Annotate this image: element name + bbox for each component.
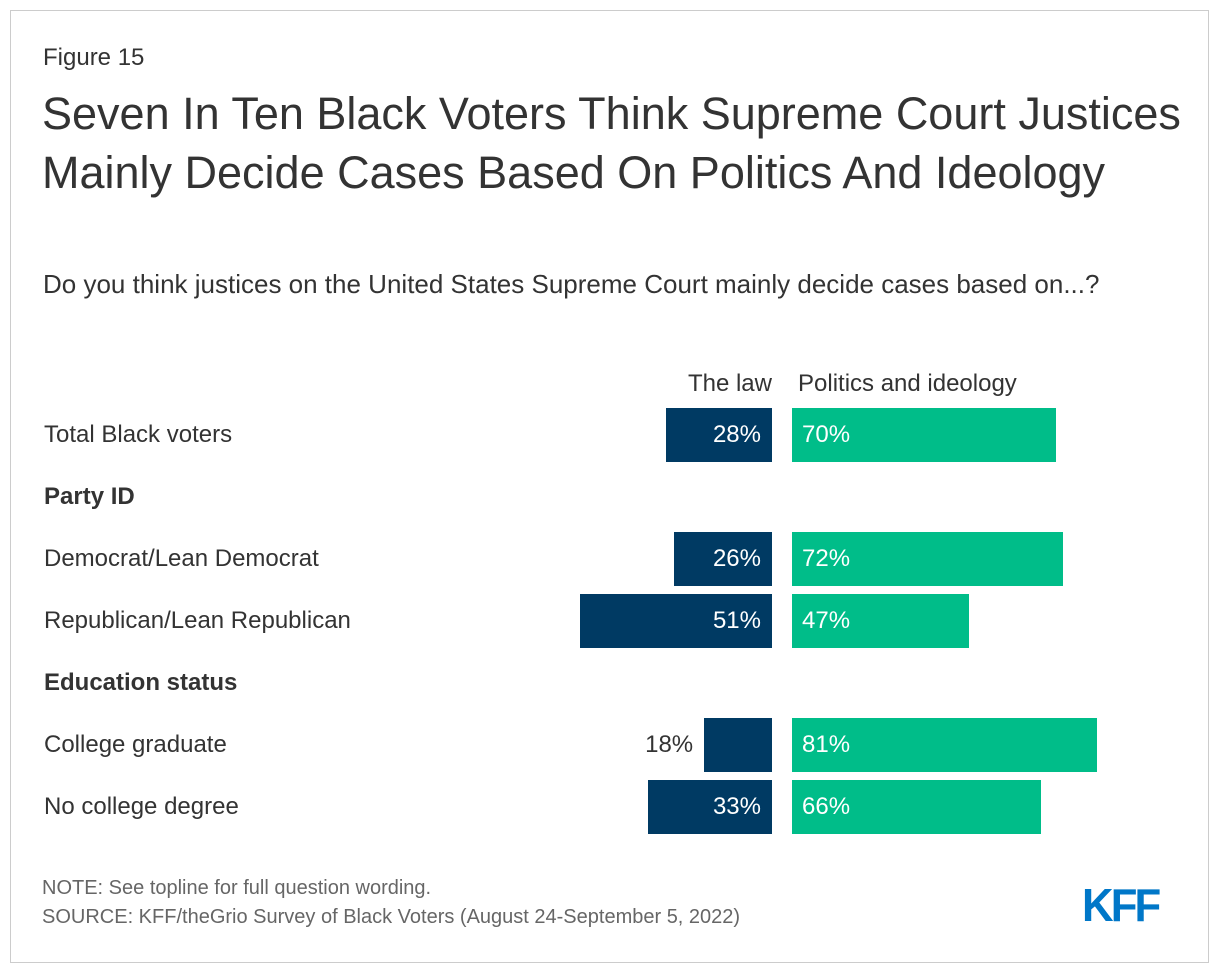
bar-politics — [792, 594, 970, 648]
value-label-politics: 70% — [802, 421, 851, 448]
value-label-the-law: 28% — [712, 421, 761, 448]
row-label: Republican/Lean Republican — [44, 607, 351, 634]
value-label-politics: 66% — [802, 793, 851, 820]
bar-the-law — [647, 780, 772, 834]
chart-subtitle: Do you think justices on the United Stat… — [43, 269, 1100, 299]
figure-card — [10, 10, 1209, 963]
group-heading: Education status — [44, 669, 238, 696]
bar-politics — [792, 532, 1064, 586]
kff-logo: KFF — [1082, 879, 1161, 931]
bar-the-law — [673, 532, 772, 586]
value-label-politics: 81% — [802, 731, 851, 758]
bar-politics — [792, 780, 1041, 834]
source: SOURCE: KFF/theGrio Survey of Black Vote… — [42, 906, 741, 928]
chart-title: Seven In Ten Black Voters Think Supreme … — [42, 88, 1181, 198]
figure-label: Figure 15 — [43, 44, 145, 71]
value-label-the-law: 33% — [712, 793, 761, 820]
bar-the-law — [704, 718, 772, 772]
row-label: Democrat/Lean Democrat — [44, 545, 319, 572]
row-label: College graduate — [44, 731, 227, 758]
legend-the-law: The law — [687, 370, 772, 397]
bar-politics — [792, 408, 1056, 462]
legend-politics: Politics and ideology — [798, 370, 1017, 397]
bar-the-law — [579, 594, 772, 648]
bar-politics — [792, 718, 1098, 772]
value-label-politics: 72% — [802, 545, 851, 572]
bar-the-law — [666, 408, 772, 462]
row-label: No college degree — [44, 793, 239, 820]
value-label-the-law: 51% — [712, 607, 761, 634]
row-label: Total Black voters — [44, 421, 233, 448]
value-label-the-law: 26% — [712, 545, 761, 572]
note: NOTE: See topline for full question word… — [42, 877, 432, 899]
value-label-the-law: 18% — [645, 731, 694, 758]
group-heading: Party ID — [44, 483, 135, 510]
value-label-politics: 47% — [802, 607, 851, 634]
